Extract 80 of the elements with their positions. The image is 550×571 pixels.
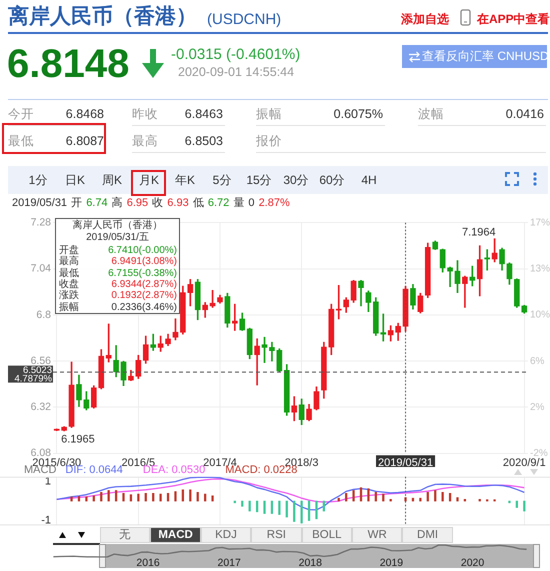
annotation: 6.7410(-0.00%): [108, 245, 177, 256]
text: 6.8148: [7, 42, 130, 86]
text: MACD: [150, 526, 201, 543]
annotation: 最低: [59, 268, 79, 279]
text: 无: [100, 526, 150, 543]
text: 振幅: [256, 107, 282, 121]
text: -0.0315 (-0.4601%): [171, 46, 300, 63]
text: 1分: [28, 173, 48, 187]
annotation: 2019/05/31/五: [86, 232, 149, 243]
text: 2019/05/31 开 6.74 高 6.95 收 6.93 低 6.72 量 0 2.87%: [12, 197, 290, 209]
y-tick-label: 6.08: [30, 447, 52, 460]
ref-line-label: 6.5023: [22, 364, 52, 376]
text: WR: [352, 526, 402, 543]
annotation: 离岸人民币（香港）: [72, 220, 162, 231]
text: 6.8503: [184, 134, 223, 148]
text: 6.8463: [184, 107, 223, 121]
text: 30分: [283, 173, 309, 187]
text: 今开: [8, 107, 34, 121]
text: 查看反向汇率 CNHUSD: [402, 45, 549, 68]
text: BOLL: [302, 526, 352, 543]
y-tick-label: 6.8: [36, 308, 52, 321]
x-tick-label: 2020/9/1: [502, 456, 546, 469]
text: 周K: [102, 173, 122, 187]
y2-tick-label: 17%: [530, 217, 550, 228]
text: 0.6075%: [334, 107, 383, 121]
text: 6.8087: [66, 134, 104, 148]
x-tick-label: 2017: [217, 557, 241, 570]
annotation: 7.1964: [462, 226, 496, 238]
chart-title: MACD: [24, 464, 56, 476]
y-tick-label: 7.04: [30, 262, 52, 275]
y2-tick-label: 6%: [530, 356, 545, 367]
text: 日K: [64, 173, 85, 187]
annotation: 6.9491(3.08%): [111, 256, 177, 268]
y-tick-label: 6.56: [30, 354, 52, 367]
text: 4.7879%: [14, 373, 53, 384]
series-label: DIF: 0.0644: [65, 464, 123, 476]
text: 6.8468: [66, 107, 104, 121]
text: RSI: [251, 526, 302, 543]
annotation: 0.1932(2.87%): [111, 290, 177, 302]
x-tick-label: 2018: [298, 557, 322, 570]
y2-tick-label: 13%: [530, 264, 550, 275]
text: KDJ: [200, 526, 252, 543]
text: 年K: [174, 173, 195, 187]
text: 报价: [256, 134, 282, 148]
annotation: 6.1965: [61, 433, 95, 446]
y-tick-label: 6.32: [30, 401, 52, 414]
annotation: 开盘: [59, 245, 79, 256]
x-tick-label: 2019: [380, 557, 404, 570]
annotation: 最高: [59, 256, 79, 268]
annotation: 涨跌: [59, 290, 79, 302]
y2-tick-label: 10%: [530, 310, 550, 321]
text: 在APP中查看: [477, 12, 550, 26]
y-tick-label: 7.28: [30, 216, 52, 229]
text: 昨收: [132, 107, 158, 121]
y2-tick-label: 2%: [530, 402, 545, 413]
text: 最低: [8, 134, 34, 148]
text: 15分: [246, 173, 272, 187]
text: 2020-09-01 14:55:44: [178, 65, 294, 79]
x-tick-label: 2019/05/31: [378, 456, 434, 469]
text: 月K: [138, 173, 159, 187]
y2-tick-label: -2%: [530, 448, 548, 460]
annotation: 6.9344(2.87%): [111, 278, 177, 290]
text: MACD: 0.0228: [225, 464, 298, 476]
text: 5分: [212, 173, 232, 187]
text: 添加自选: [401, 12, 449, 26]
text: 离岸人民币（香港）: [8, 5, 197, 28]
text: 0.0416: [506, 107, 544, 121]
text: 4H: [361, 173, 377, 187]
x-tick-label: 2016: [136, 557, 160, 570]
text: 60分: [319, 173, 345, 187]
annotation: 0.2336(3.46%): [111, 302, 177, 312]
y-tick-label: -1: [41, 514, 51, 527]
annotation: 6.7155(-0.38%): [108, 268, 177, 279]
text: DMI: [402, 526, 453, 543]
x-tick-label: 2020: [460, 557, 484, 570]
annotation: 收盘: [59, 278, 79, 290]
text: (USDCNH): [207, 11, 282, 28]
text: 最高: [132, 134, 158, 148]
annotation: 振幅: [59, 302, 79, 312]
text: 波幅: [418, 107, 444, 121]
